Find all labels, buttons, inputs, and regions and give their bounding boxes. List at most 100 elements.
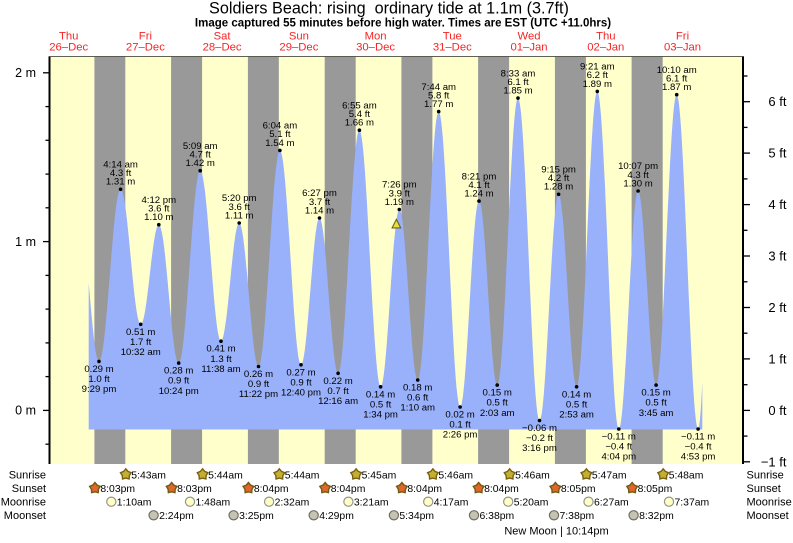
svg-text:1.3 ft: 1.3 ft [210, 354, 232, 365]
svg-text:10:10 am: 10:10 am [657, 65, 697, 76]
svg-text:11:22 pm: 11:22 pm [239, 389, 278, 400]
svg-text:02–Jan: 02–Jan [587, 42, 624, 54]
svg-text:0.02 m: 0.02 m [445, 410, 474, 421]
svg-text:1.89 m: 1.89 m [583, 79, 612, 90]
svg-text:1 ft: 1 ft [768, 351, 786, 366]
svg-text:6.1 ft: 6.1 ft [666, 74, 688, 85]
svg-text:26–Dec: 26–Dec [49, 42, 88, 54]
svg-text:−0.11 m: −0.11 m [602, 432, 636, 443]
svg-text:Thu: Thu [596, 30, 615, 42]
svg-text:31–Dec: 31–Dec [433, 42, 472, 54]
svg-text:8:04pm: 8:04pm [254, 484, 289, 495]
svg-text:8:04pm: 8:04pm [407, 484, 442, 495]
svg-text:8:04pm: 8:04pm [331, 484, 366, 495]
svg-text:0.14 m: 0.14 m [562, 389, 591, 400]
svg-text:−1 ft: −1 ft [761, 454, 787, 469]
svg-text:0.51 m: 0.51 m [126, 327, 155, 338]
svg-text:8:05pm: 8:05pm [638, 484, 673, 495]
svg-text:4.1 ft: 4.1 ft [468, 180, 490, 191]
svg-text:1.77 m: 1.77 m [424, 99, 453, 110]
svg-text:4:12 pm: 4:12 pm [141, 195, 176, 206]
svg-text:3.7 ft: 3.7 ft [309, 197, 331, 208]
svg-text:2:53 am: 2:53 am [559, 410, 594, 421]
svg-text:2:24pm: 2:24pm [159, 511, 194, 522]
svg-text:5:44am: 5:44am [208, 470, 243, 481]
svg-text:10:32 am: 10:32 am [121, 347, 161, 358]
svg-text:3.9 ft: 3.9 ft [389, 188, 411, 199]
svg-text:5:46am: 5:46am [515, 470, 550, 481]
svg-text:1.66 m: 1.66 m [345, 118, 374, 129]
svg-text:−0.4 ft: −0.4 ft [605, 442, 632, 453]
svg-text:0 m: 0 m [15, 404, 36, 418]
svg-text:2 ft: 2 ft [768, 300, 786, 315]
svg-text:1.28 m: 1.28 m [544, 182, 573, 193]
svg-text:1.0 ft: 1.0 ft [88, 374, 110, 385]
svg-text:0.9 ft: 0.9 ft [168, 376, 190, 387]
svg-text:30–Dec: 30–Dec [356, 42, 395, 54]
svg-text:2:26 pm: 2:26 pm [443, 430, 478, 441]
svg-text:Tue: Tue [443, 30, 462, 42]
svg-text:7:38pm: 7:38pm [560, 511, 595, 522]
svg-text:−0.11 m: −0.11 m [681, 432, 715, 443]
svg-text:4:04 pm: 4:04 pm [601, 452, 636, 463]
svg-text:−0.4 ft: −0.4 ft [685, 442, 712, 453]
svg-text:2:32am: 2:32am [275, 498, 310, 509]
svg-text:0.28 m: 0.28 m [164, 366, 193, 377]
svg-text:4:29pm: 4:29pm [319, 511, 354, 522]
svg-text:1.7 ft: 1.7 ft [130, 337, 152, 348]
svg-text:6.2 ft: 6.2 ft [587, 70, 609, 81]
svg-text:0.5 ft: 0.5 ft [370, 399, 392, 410]
svg-text:5 ft: 5 ft [768, 146, 786, 161]
svg-text:8:03pm: 8:03pm [100, 484, 135, 495]
svg-text:8:05pm: 8:05pm [561, 484, 596, 495]
svg-text:10:07 pm: 10:07 pm [618, 161, 658, 172]
svg-text:Sun: Sun [289, 30, 309, 42]
svg-text:Sat: Sat [214, 30, 232, 42]
svg-text:1.10 m: 1.10 m [144, 212, 173, 223]
svg-text:7:44 am: 7:44 am [421, 82, 456, 93]
svg-text:12:40 pm: 12:40 pm [281, 388, 321, 399]
svg-text:Sunrise: Sunrise [747, 469, 784, 481]
svg-text:4.3 ft: 4.3 ft [110, 168, 132, 179]
svg-text:5:09 am: 5:09 am [183, 141, 218, 152]
svg-text:5:20 pm: 5:20 pm [222, 193, 257, 204]
svg-text:3 ft: 3 ft [768, 249, 786, 264]
svg-text:3:45 am: 3:45 am [639, 408, 674, 419]
svg-text:Thu: Thu [59, 30, 78, 42]
svg-text:11:38 am: 11:38 am [201, 364, 240, 375]
svg-text:5:44am: 5:44am [285, 470, 320, 481]
svg-text:1.31 m: 1.31 m [106, 177, 135, 188]
svg-text:4:14 am: 4:14 am [103, 160, 138, 171]
svg-text:Sunset: Sunset [12, 483, 46, 495]
svg-text:4.7 ft: 4.7 ft [190, 150, 212, 161]
svg-text:1.11 m: 1.11 m [225, 210, 254, 221]
svg-text:1:10 am: 1:10 am [400, 403, 435, 414]
svg-text:8:32pm: 8:32pm [639, 511, 674, 522]
svg-text:6:55 am: 6:55 am [342, 100, 377, 111]
svg-text:Fri: Fri [676, 30, 689, 42]
svg-text:3.6 ft: 3.6 ft [148, 204, 170, 215]
svg-text:New Moon | 10:14pm: New Moon | 10:14pm [504, 525, 608, 537]
svg-text:5:45am: 5:45am [362, 470, 397, 481]
svg-text:Moonrise: Moonrise [747, 497, 792, 509]
svg-text:2 m: 2 m [15, 66, 36, 80]
svg-text:0.15 m: 0.15 m [483, 388, 512, 399]
svg-text:−0.06 m: −0.06 m [522, 423, 557, 434]
svg-text:8:04pm: 8:04pm [484, 484, 519, 495]
svg-text:4:53 pm: 4:53 pm [681, 452, 716, 463]
svg-text:5:34pm: 5:34pm [399, 511, 434, 522]
svg-text:0.22 m: 0.22 m [323, 376, 352, 387]
svg-text:Mon: Mon [365, 30, 387, 42]
svg-text:5.8 ft: 5.8 ft [428, 90, 450, 101]
svg-text:5:20am: 5:20am [514, 498, 549, 509]
svg-text:0.1 ft: 0.1 ft [449, 420, 471, 431]
svg-text:8:03pm: 8:03pm [177, 484, 212, 495]
svg-text:3:21am: 3:21am [354, 498, 389, 509]
svg-text:4.2 ft: 4.2 ft [548, 173, 570, 184]
svg-text:1:34 pm: 1:34 pm [363, 410, 398, 421]
svg-text:29–Dec: 29–Dec [279, 42, 318, 54]
svg-text:Sunset: Sunset [747, 483, 781, 495]
svg-text:5:46am: 5:46am [438, 470, 473, 481]
svg-text:5:43am: 5:43am [131, 470, 166, 481]
svg-text:1:10am: 1:10am [117, 498, 152, 509]
